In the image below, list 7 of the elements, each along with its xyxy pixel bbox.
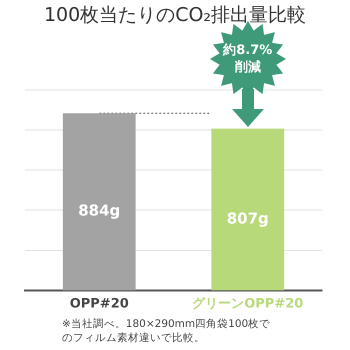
text: 約8.7% 削減 xyxy=(222,42,274,76)
text: ※当社調べ。180×290mm四角袋100枚でのフィルム素材違いで比較。 xyxy=(62,317,272,345)
chart-title: 100枚当たりのCO₂排出量比較 xyxy=(42,3,308,28)
data-label: 807g xyxy=(226,209,269,228)
x-tick-label: OPP#20 xyxy=(70,296,129,312)
data-label: 884g xyxy=(78,202,120,220)
x-tick-label: グリーンOPP#20 xyxy=(192,296,304,312)
